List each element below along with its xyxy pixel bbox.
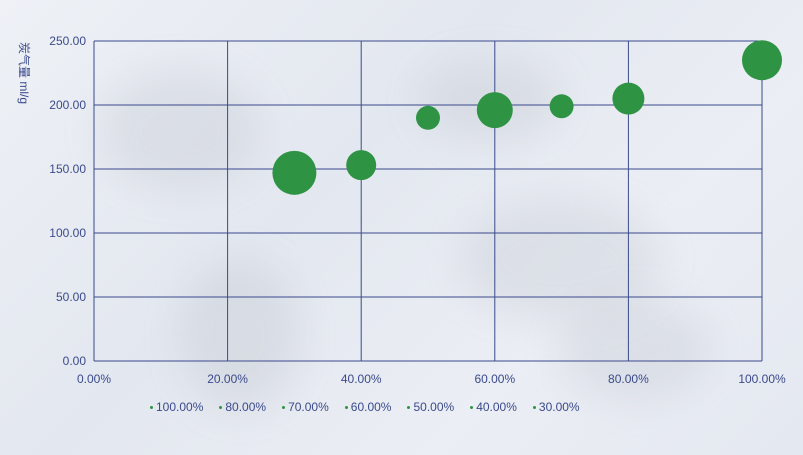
data-point: [612, 82, 645, 115]
x-tick-label: 60.00%: [474, 372, 515, 386]
legend-item[interactable]: 100.00%: [150, 400, 203, 414]
legend-item[interactable]: 30.00%: [532, 400, 580, 414]
legend-label: 50.00%: [413, 400, 455, 414]
legend-marker: [407, 405, 411, 409]
x-axis-labels: 0.00% 20.00% 40.00% 60.00% 80.00% 100.00%: [77, 372, 786, 386]
legend: 100.00% 80.00% 70.00% 60.00% 50.00% 40.00% 30.…: [150, 400, 596, 414]
y-tick-label: 200.00: [49, 98, 86, 112]
background-blob: [460, 200, 660, 320]
x-tick-label: 80.00%: [608, 372, 649, 386]
x-tick-label: 100.00%: [738, 372, 786, 386]
background-blob: [100, 70, 260, 190]
y-tick-label: 0.00: [63, 354, 87, 368]
data-point: [416, 105, 440, 130]
legend-label: 100.00%: [156, 400, 204, 414]
legend-item[interactable]: 40.00%: [470, 400, 517, 414]
background-blob: [560, 300, 710, 400]
legend-marker: [532, 405, 536, 409]
y-axis-labels: 0.00 50.00 100.00 150.00 200.00 250.00: [49, 34, 86, 368]
legend-item[interactable]: 80.00%: [219, 400, 266, 414]
background-blob: [180, 260, 300, 410]
y-tick-label: 50.00: [56, 290, 86, 304]
grid: [93, 40, 763, 362]
legend-marker: [282, 405, 286, 409]
data-point: [476, 92, 513, 129]
data-point: [549, 94, 574, 119]
legend-label: 70.00%: [288, 400, 329, 414]
y-tick-label: 150.00: [49, 162, 86, 176]
legend-label: 80.00%: [225, 400, 267, 414]
legend-item[interactable]: 60.00%: [344, 400, 392, 414]
x-tick-label: 0.00%: [77, 372, 111, 386]
y-tick-label: 100.00: [49, 226, 86, 240]
legend-label: 30.00%: [538, 400, 580, 414]
data-point: [272, 150, 317, 195]
legend-label: 40.00%: [476, 400, 517, 414]
legend-marker: [219, 405, 223, 409]
legend-marker: [344, 405, 348, 409]
legend-item[interactable]: 70.00%: [282, 400, 329, 414]
y-axis-title: 炭气量 ml/g: [17, 42, 32, 104]
x-tick-label: 20.00%: [207, 372, 248, 386]
data-points: [272, 40, 782, 195]
legend-marker: [150, 405, 153, 409]
legend-label: 60.00%: [350, 400, 392, 414]
x-tick-label: 40.00%: [341, 372, 382, 386]
y-tick-label: 250.00: [49, 34, 86, 48]
data-point: [346, 150, 377, 181]
legend-item[interactable]: 50.00%: [407, 400, 454, 414]
legend-marker: [470, 405, 474, 409]
data-point: [742, 40, 782, 81]
